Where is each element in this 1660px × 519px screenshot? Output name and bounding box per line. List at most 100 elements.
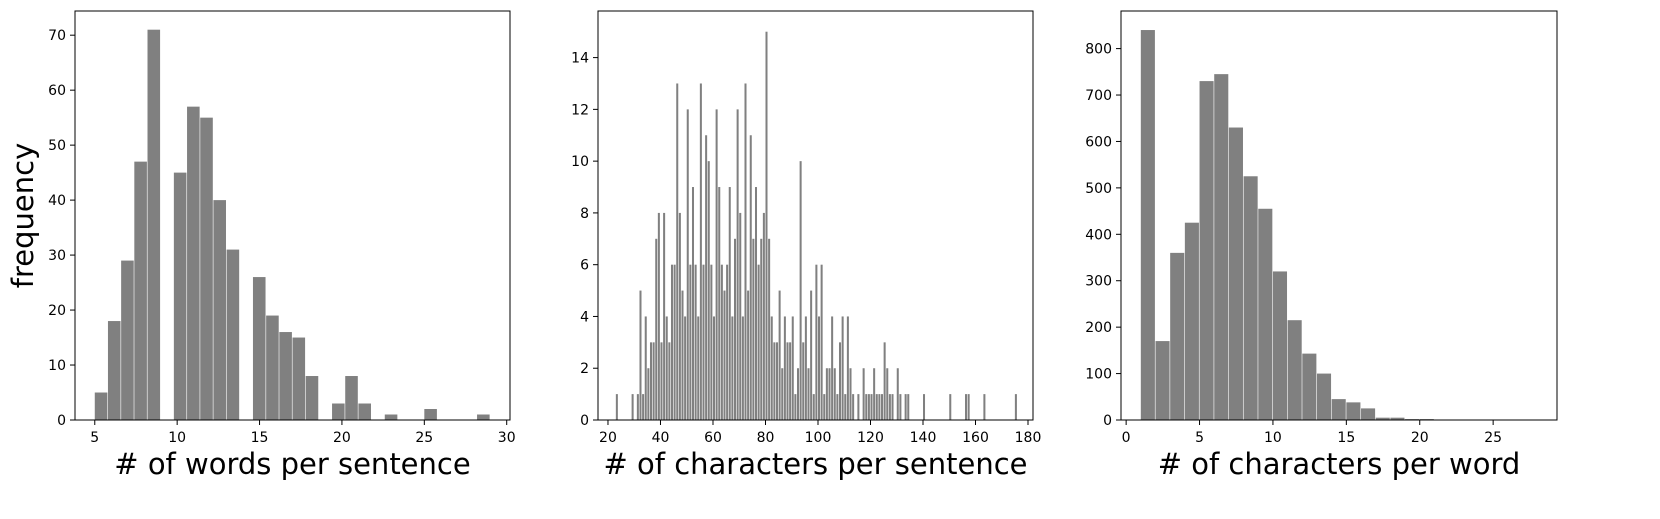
bar <box>710 264 713 420</box>
bar <box>896 368 899 420</box>
x-tick-label: 40 <box>652 430 670 446</box>
bar <box>965 394 968 420</box>
bar <box>358 403 371 420</box>
bar <box>828 368 831 420</box>
x-axis-label: # of characters per sentence <box>604 447 1028 481</box>
bar <box>681 290 684 420</box>
bar <box>705 135 708 420</box>
bar <box>252 277 266 420</box>
bar <box>1258 208 1273 420</box>
bar <box>424 409 437 420</box>
bar <box>741 316 744 420</box>
bar <box>794 394 797 420</box>
bar <box>768 238 771 420</box>
bar <box>657 212 660 420</box>
bar <box>1243 176 1258 420</box>
bar <box>891 394 894 420</box>
x-tick-label: 180 <box>1015 430 1042 446</box>
y-axis-label: frequency <box>6 143 40 288</box>
bar <box>1184 222 1199 420</box>
axes-frame <box>597 10 1034 421</box>
bar <box>815 264 818 420</box>
x-tick-label: 5 <box>90 430 99 446</box>
bar <box>636 394 639 420</box>
y-tick-label: 300 <box>1085 274 1112 290</box>
bar <box>791 316 794 420</box>
bar <box>689 264 692 420</box>
bar <box>684 316 687 420</box>
bar <box>642 394 645 420</box>
bar <box>655 238 658 420</box>
bar <box>1014 394 1017 420</box>
bar <box>749 135 752 420</box>
bar <box>886 368 889 420</box>
bar <box>825 368 828 420</box>
bar <box>820 264 823 420</box>
bar <box>1140 30 1155 420</box>
bar <box>810 290 813 420</box>
bar <box>789 342 792 420</box>
y-tick-label: 8 <box>580 206 589 222</box>
bar <box>802 342 805 420</box>
x-tick-label: 5 <box>1195 430 1204 446</box>
y-tick-label: 100 <box>1085 367 1112 383</box>
y-tick-label: 10 <box>571 154 589 170</box>
bar <box>796 368 800 420</box>
bar <box>983 394 986 420</box>
bar <box>712 316 716 420</box>
y-tick-label: 800 <box>1085 42 1112 58</box>
bar <box>744 83 747 420</box>
bar <box>660 342 663 420</box>
x-tick-label: 25 <box>1484 430 1502 446</box>
bar <box>888 394 891 420</box>
bar <box>762 212 765 420</box>
bar <box>857 394 860 420</box>
histogram-panel: 5 10 15 20 25 30 0 10 20 30 40 50 60 70 # of words per… <box>6 10 516 481</box>
bar <box>678 212 681 420</box>
bar <box>846 316 849 420</box>
bar <box>949 394 952 420</box>
x-tick-label: 30 <box>498 430 516 446</box>
bar <box>665 316 668 420</box>
bar <box>765 31 768 420</box>
bar <box>615 394 618 420</box>
bar <box>1199 81 1214 421</box>
bar <box>823 394 826 420</box>
x-tick-label: 20 <box>1411 430 1429 446</box>
y-tick-label: 14 <box>571 51 589 67</box>
bar <box>673 264 676 420</box>
bar <box>1346 402 1361 420</box>
x-tick-label: 120 <box>857 430 884 446</box>
bar <box>904 394 907 420</box>
y-tick-label: 30 <box>48 248 66 264</box>
y-tick-label: 12 <box>571 102 589 118</box>
bar <box>1170 252 1185 420</box>
bar <box>760 238 763 420</box>
bar <box>187 106 200 420</box>
bar <box>833 368 836 420</box>
x-tick-label: 20 <box>333 430 351 446</box>
bar <box>923 394 926 420</box>
bar <box>880 394 884 420</box>
bar <box>647 368 650 420</box>
x-tick-label: 15 <box>251 430 269 446</box>
bar <box>676 83 679 420</box>
bar <box>644 316 647 420</box>
histogram-panel: 20 40 60 80 100 120 140 160 180 0 2 4 6 8 10 12 14 # of c… <box>571 10 1042 481</box>
bar <box>332 403 345 420</box>
bar <box>786 342 789 420</box>
bar <box>639 290 642 420</box>
bar <box>781 368 784 420</box>
bar <box>1316 373 1332 420</box>
bar <box>1228 127 1243 420</box>
bar <box>147 29 161 421</box>
x-tick-label: 100 <box>805 430 832 446</box>
bar <box>773 342 776 420</box>
bar <box>967 394 970 420</box>
bar <box>852 394 855 420</box>
bar <box>715 109 718 420</box>
bar <box>670 264 674 420</box>
bar <box>752 238 755 420</box>
bar <box>1214 74 1229 421</box>
